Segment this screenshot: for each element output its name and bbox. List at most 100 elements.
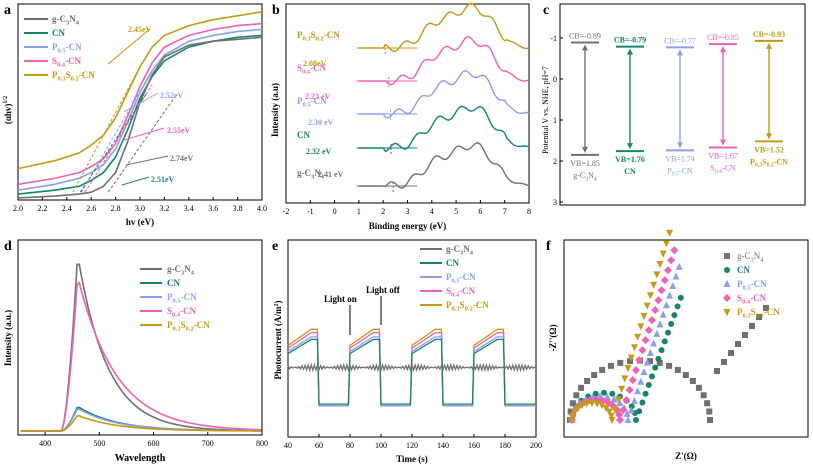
panel-b-xps-chart: b -2 -1 0 1 2 3 4 5 6 7 8 Binding energy (eV) Intensi… [270,2,531,231]
data-point [704,400,711,407]
band-arrow-down [582,146,588,153]
y-tick-label: 3 [553,198,557,207]
x-tick-label: 100 [375,441,387,450]
vb-label: VB=1.67 [708,151,738,160]
data-point [630,344,638,352]
y-tick-label: 2 [553,157,557,166]
data-point [607,412,615,420]
panel-letter: f [546,239,551,254]
band-arrow-up [627,48,633,55]
panel-f-frame [563,239,809,438]
vb-annotation: 2.08eV [303,59,327,68]
data-point [646,292,654,300]
legend-label: S0.4-CN [167,306,197,319]
sample-label: P0.3S0.2-CN [297,30,340,43]
y-axis-title: Intensity (a.u) [270,83,280,137]
data-point [615,410,624,419]
x-tick-label: 120 [406,441,418,450]
data-point [646,349,654,357]
data-point [610,395,618,403]
data-point [632,366,640,375]
panel-c-band-diagram: c -1 0 1 2 3 Potential V vs. NHE, pH=7 CB=-0.89… [541,3,806,207]
data-point [721,359,727,365]
data-point [592,390,599,397]
annotation-arrow [107,28,151,65]
data-point [695,384,702,391]
data-point [583,400,591,408]
data-point [573,392,580,399]
data-point [602,404,610,412]
data-point [671,312,678,319]
data-point [657,286,666,295]
legend-label: CN [52,28,65,38]
data-point [656,320,664,328]
data-point [659,250,667,258]
data-point [728,350,734,356]
x-tick-label: 2.0 [13,204,23,213]
data-point [665,329,671,336]
data-point [630,396,638,404]
data-point [656,261,664,268]
legend-label: g-C3N4 [446,244,474,257]
x-tick-label: 600 [148,439,160,448]
x-axis-title: Z'(Ω) [675,451,697,461]
data-point [598,402,606,410]
band-arrow-up [677,49,683,56]
data-point [599,366,606,373]
photocurrent-line [287,338,536,405]
x-tick-label: 0 [333,207,337,216]
tangent-line [72,66,141,193]
x-tick-label: 3.8 [233,204,243,213]
data-point [724,253,730,259]
data-point [724,267,730,273]
data-point [653,329,661,337]
panel-d-pl-chart: d 400 500 600 700 800 Wavelength Intensity (a.u… [3,239,268,464]
x-tick-label: 2.2 [37,204,47,213]
spectrum-line [358,35,530,86]
data-point [658,347,665,354]
panel-letter: e [272,239,278,254]
data-point [675,262,683,270]
spectrum-line [358,2,530,53]
x-axis-title: hv (eV) [126,217,154,227]
y-axis-title: Photocurrent (A/m2) [273,300,283,379]
band-arrow-up [720,46,726,53]
x-tick-label: 40 [284,441,292,450]
annotation-label: 2.52eV [160,91,184,100]
y-tick-label: -1 [550,34,557,43]
y-axis-title: -Z''(Ω) [548,324,558,351]
data-point [639,399,646,406]
data-point [574,404,582,412]
x-tick-label: 400 [39,439,51,448]
annotation-label: 2.74eV [170,154,194,163]
data-point [660,276,669,285]
legend-label: P0.3S0.2-CN [446,300,489,313]
sample-label: S0.4-CN [297,63,327,76]
x-tick-label: 3.0 [135,204,145,213]
data-point [674,303,681,310]
panel-e-photocurrent-chart: e 40 60 80 100 120 140 160 180 200 Time (s) Photocu… [272,239,542,464]
data-point [659,310,667,318]
data-point [634,387,642,395]
legend-label: S0.4-CN [446,286,476,299]
data-point [627,358,634,365]
legend-label: CN [446,258,459,268]
vb-annotation: 2.30 eV [308,118,334,127]
data-point [649,373,655,380]
annotation-label: 2.45eV [128,25,152,34]
data-point [601,389,607,396]
data-point [608,417,616,424]
legend-label: P0.5-CN [167,292,197,305]
pl-line [20,263,262,432]
data-point [604,398,612,407]
y-tick-label: 1 [553,116,557,125]
light-off-label: Light off [366,285,401,295]
legend-label: CN [737,265,750,275]
data-point [616,399,624,407]
legend-label: CN [167,278,180,288]
x-tick-label: 5 [454,207,458,216]
annotation-arrow [125,155,169,166]
pl-line [20,281,262,432]
x-tick-label: 2 [381,207,385,216]
